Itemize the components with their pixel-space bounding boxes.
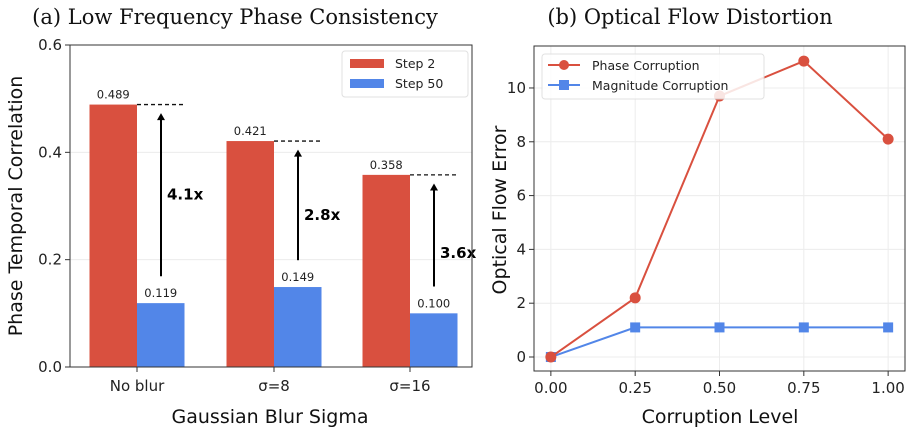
y-tick-label: 0.2 — [38, 251, 62, 269]
left-y-axis-label: Phase Temporal Correlation — [5, 76, 27, 337]
bar-step-50 — [410, 313, 458, 367]
legend-marker — [559, 60, 569, 70]
legend-label: Step 2 — [395, 56, 435, 71]
y-tick-label: 0.6 — [38, 36, 62, 54]
arrow-head-icon — [157, 113, 165, 121]
bar-step-2 — [89, 104, 137, 367]
bar-step-2 — [362, 174, 410, 367]
right-chart-title: (b) Optical Flow Distortion — [547, 5, 832, 29]
y-tick-label: 10 — [507, 79, 526, 97]
phase-corruption-point — [545, 351, 557, 363]
y-tick-label: 8 — [516, 133, 526, 151]
right-y-axis-label: Optical Flow Error — [489, 125, 511, 294]
x-tick-label: 1.00 — [871, 379, 904, 397]
x-tick-label: σ=16 — [389, 377, 430, 395]
bar-value-label: 0.421 — [234, 124, 267, 138]
legend-label: Phase Corruption — [592, 58, 700, 73]
ratio-annotation: 3.6x — [440, 244, 477, 262]
y-tick-label: 2 — [516, 294, 526, 312]
phase-corruption-point — [629, 292, 641, 304]
phase-corruption-point — [882, 133, 894, 145]
left-chart-title: (a) Low Frequency Phase Consistency — [32, 5, 438, 29]
x-tick-label: 0.50 — [703, 379, 736, 397]
x-tick-label: σ=8 — [258, 377, 290, 395]
y-tick-label: 0.4 — [38, 143, 62, 161]
plot-frame — [533, 45, 906, 372]
bar-value-label: 0.149 — [281, 270, 314, 284]
phase-corruption-point — [798, 55, 810, 67]
magnitude-corruption-point — [714, 322, 725, 333]
legend-swatch — [350, 59, 384, 68]
y-tick-label: 0 — [516, 348, 526, 366]
y-tick-label: 4 — [516, 240, 526, 258]
legend-box — [541, 53, 765, 100]
bar-value-label: 0.358 — [370, 158, 403, 172]
y-tick-label: 6 — [516, 187, 526, 205]
plot-frame — [69, 44, 473, 368]
magnitude-corruption-point — [630, 322, 641, 333]
bar-value-label: 0.119 — [144, 286, 177, 300]
legend-label: Step 50 — [395, 76, 443, 91]
legend-label: Magnitude Corruption — [592, 78, 728, 93]
bar-step-2 — [226, 141, 274, 367]
right-x-axis-label: Corruption Level — [642, 406, 799, 428]
bar-step-50 — [274, 287, 322, 367]
left-x-axis-label: Gaussian Blur Sigma — [172, 406, 369, 428]
y-tick-label: 0.0 — [38, 358, 62, 376]
bar-value-label: 0.100 — [417, 296, 450, 310]
x-tick-label: 0.00 — [534, 379, 567, 397]
arrow-head-icon — [430, 183, 438, 191]
bar-step-50 — [137, 303, 185, 367]
arrow-head-icon — [294, 149, 302, 157]
magnitude-corruption-point — [798, 322, 809, 333]
bar-value-label: 0.489 — [97, 88, 130, 102]
legend-swatch — [350, 79, 384, 88]
ratio-annotation: 4.1x — [167, 186, 204, 204]
ratio-annotation: 2.8x — [304, 206, 341, 224]
x-tick-label: 0.25 — [618, 379, 651, 397]
x-tick-label: 0.75 — [787, 379, 820, 397]
legend-marker — [559, 80, 569, 90]
magnitude-corruption-point — [883, 322, 894, 333]
x-tick-label: No blur — [110, 377, 165, 395]
